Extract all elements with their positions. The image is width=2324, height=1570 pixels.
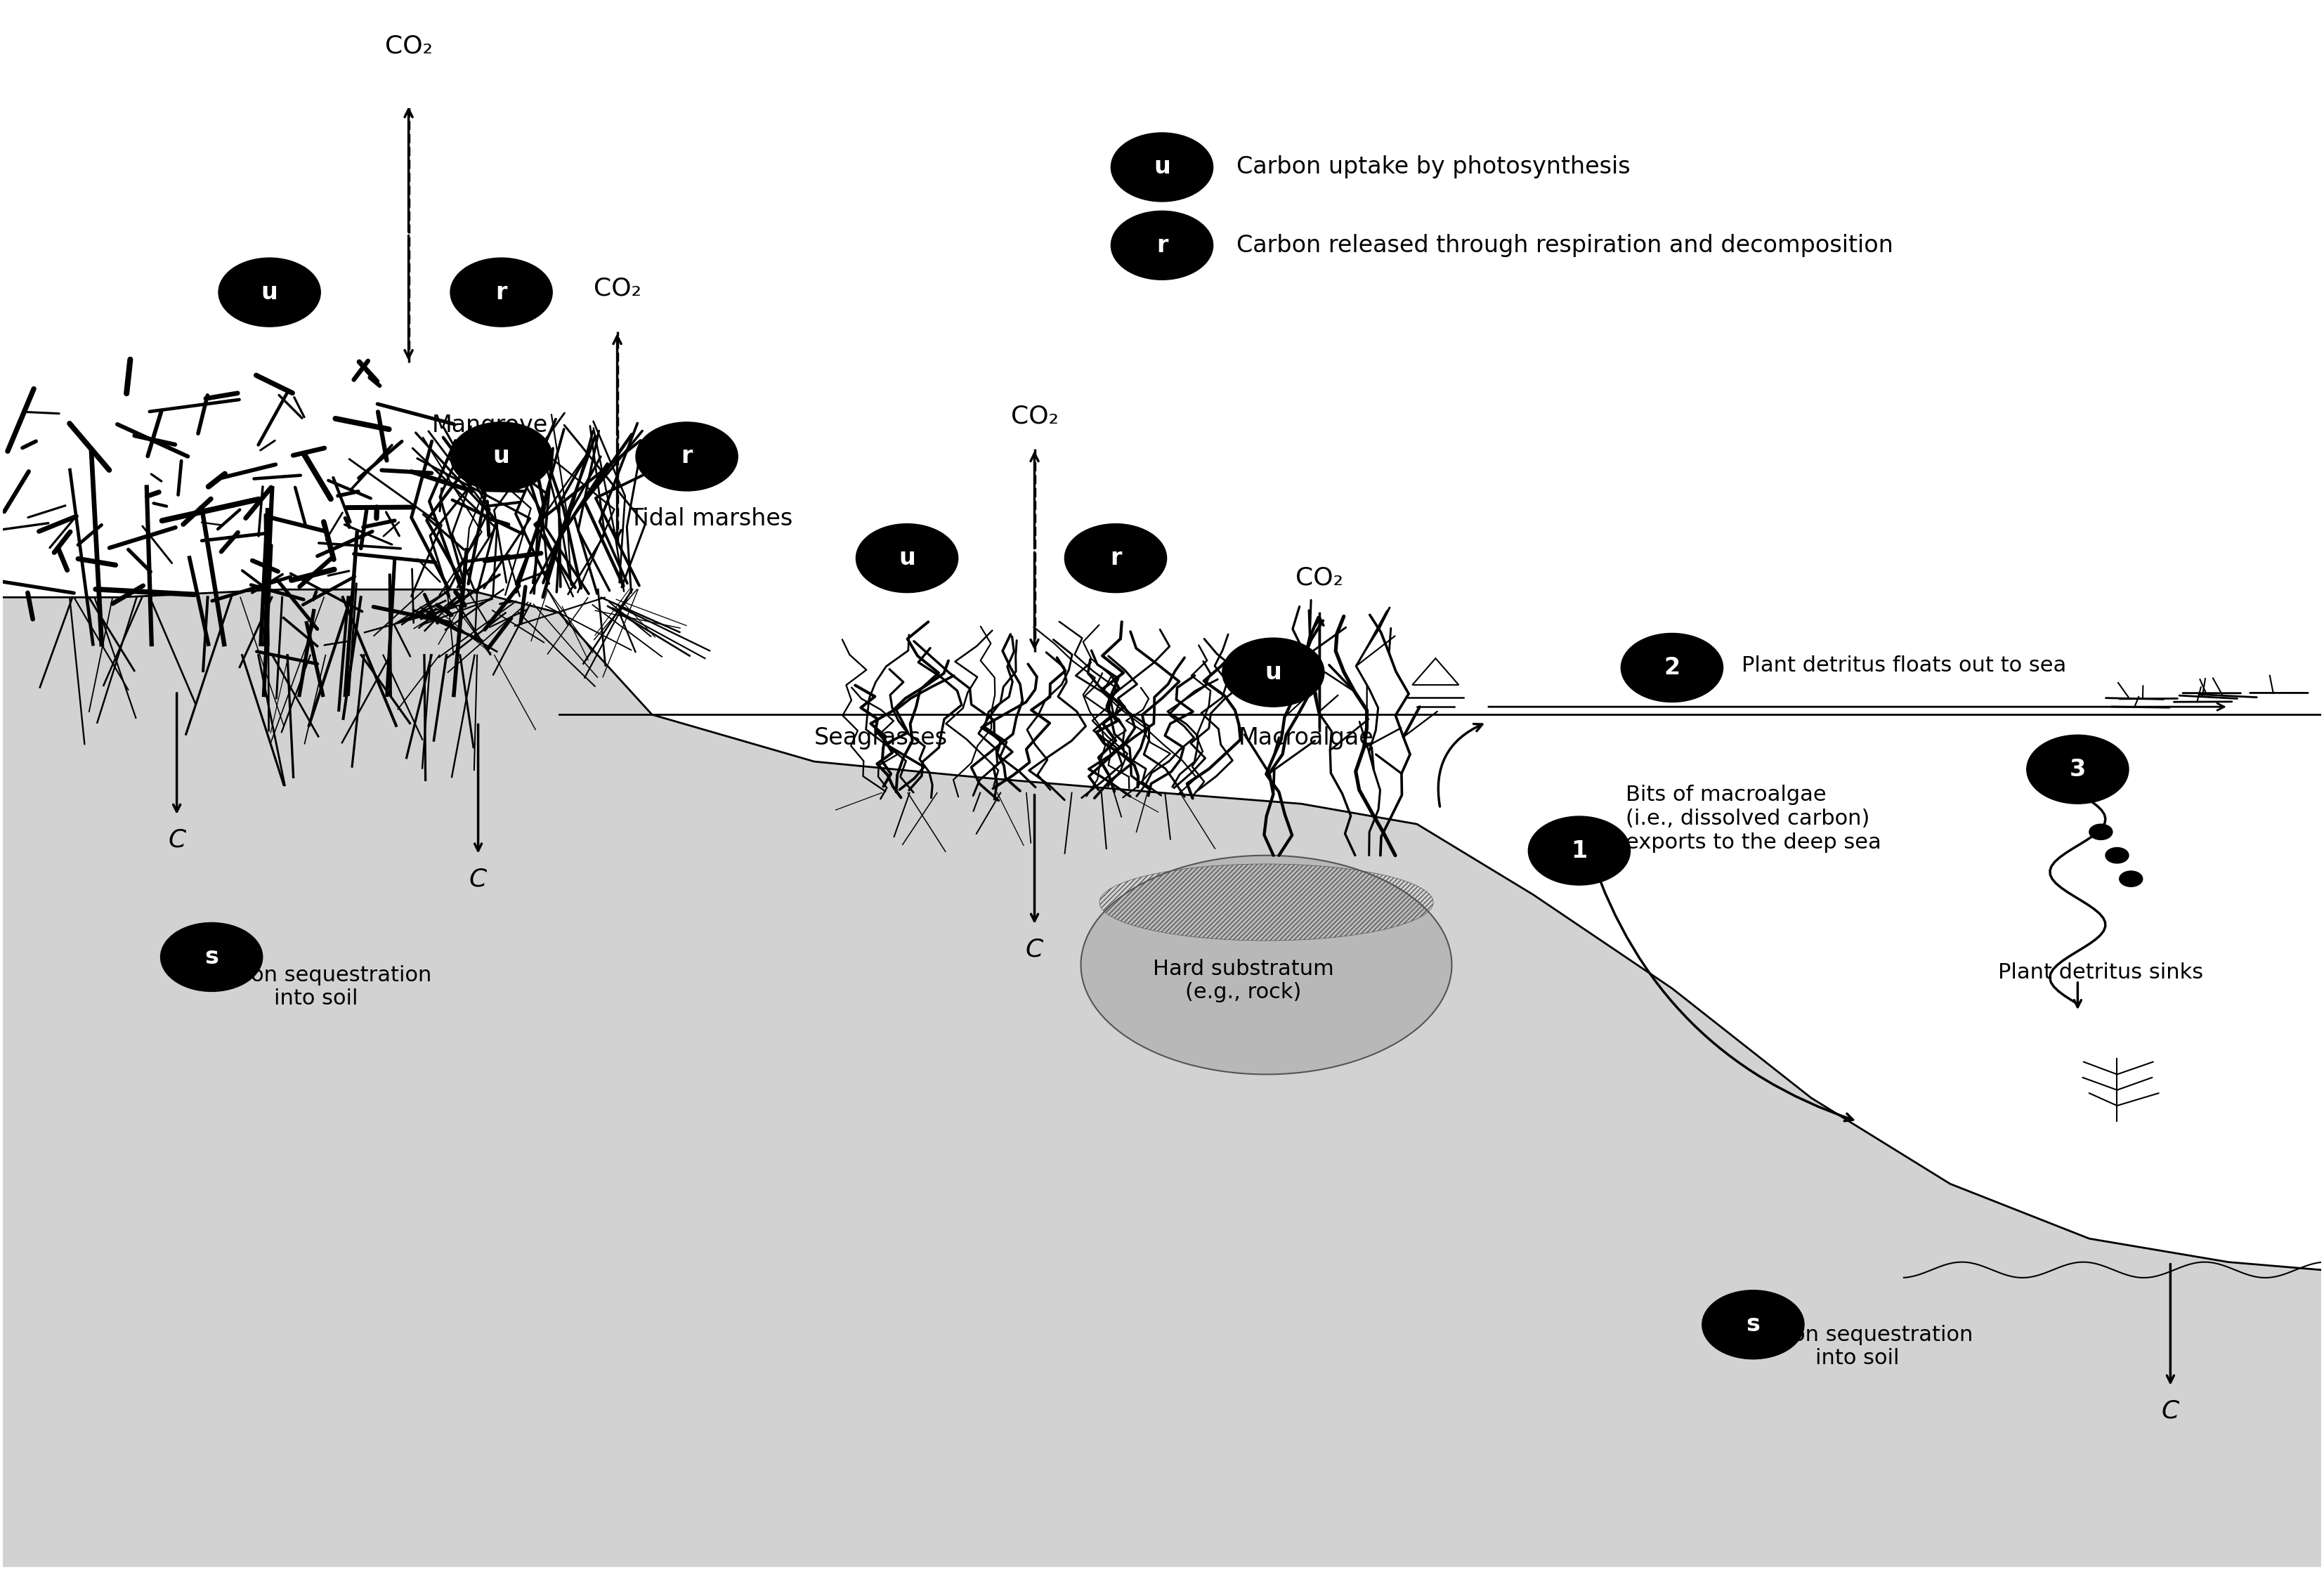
Circle shape xyxy=(637,422,737,491)
Circle shape xyxy=(855,524,957,592)
Text: u: u xyxy=(493,444,509,468)
Text: Mangrove: Mangrove xyxy=(432,413,548,436)
Text: Carbon sequestration
into soil: Carbon sequestration into soil xyxy=(1741,1325,1973,1369)
Polygon shape xyxy=(2,589,2322,1567)
Text: s: s xyxy=(205,945,218,969)
Text: Carbon released through respiration and decomposition: Carbon released through respiration and … xyxy=(1236,234,1894,257)
Text: 3: 3 xyxy=(2068,758,2087,780)
Text: Carbon uptake by photosynthesis: Carbon uptake by photosynthesis xyxy=(1236,155,1629,179)
Circle shape xyxy=(1111,210,1213,279)
Text: u: u xyxy=(1153,155,1171,179)
Text: CO₂: CO₂ xyxy=(1011,405,1057,429)
Text: Macroalgae: Macroalgae xyxy=(1239,727,1373,749)
Text: Seagrasses: Seagrasses xyxy=(813,727,948,749)
Text: r: r xyxy=(495,281,507,305)
Circle shape xyxy=(1622,633,1722,702)
Circle shape xyxy=(2027,735,2129,804)
Ellipse shape xyxy=(1081,856,1452,1074)
Text: C: C xyxy=(2161,1399,2180,1422)
Text: C: C xyxy=(167,827,186,851)
Text: 2: 2 xyxy=(1664,656,1680,680)
Circle shape xyxy=(2106,848,2129,863)
Circle shape xyxy=(2119,871,2143,887)
Circle shape xyxy=(1111,133,1213,201)
Circle shape xyxy=(1701,1291,1803,1360)
Text: Plant detritus floats out to sea: Plant detritus floats out to sea xyxy=(1741,655,2066,675)
Text: u: u xyxy=(260,281,279,305)
Circle shape xyxy=(160,923,263,992)
Text: Plant detritus sinks: Plant detritus sinks xyxy=(1999,962,2203,983)
Text: Carbon sequestration
into soil: Carbon sequestration into soil xyxy=(200,966,432,1010)
Circle shape xyxy=(1064,524,1167,592)
Text: Tidal marshes: Tidal marshes xyxy=(630,507,792,531)
Circle shape xyxy=(2089,824,2113,840)
Text: C: C xyxy=(469,867,488,890)
Text: u: u xyxy=(899,546,916,570)
Text: 1: 1 xyxy=(1571,838,1587,862)
Text: s: s xyxy=(1745,1313,1759,1336)
Text: r: r xyxy=(1111,546,1122,570)
Text: r: r xyxy=(1157,234,1167,257)
Text: Hard substratum
(e.g., rock): Hard substratum (e.g., rock) xyxy=(1153,959,1334,1003)
Circle shape xyxy=(218,257,321,327)
Text: CO₂: CO₂ xyxy=(593,276,641,300)
Text: r: r xyxy=(681,444,693,468)
Text: CO₂: CO₂ xyxy=(386,35,432,58)
Text: C: C xyxy=(1025,937,1043,961)
Polygon shape xyxy=(1413,658,1459,685)
Text: u: u xyxy=(1264,661,1281,685)
Circle shape xyxy=(451,257,553,327)
Circle shape xyxy=(1529,816,1629,885)
Circle shape xyxy=(451,422,553,491)
Circle shape xyxy=(1222,637,1325,706)
Text: CO₂: CO₂ xyxy=(1297,565,1343,589)
Text: Bits of macroalgae
(i.e., dissolved carbon)
exports to the deep sea: Bits of macroalgae (i.e., dissolved carb… xyxy=(1624,785,1880,853)
